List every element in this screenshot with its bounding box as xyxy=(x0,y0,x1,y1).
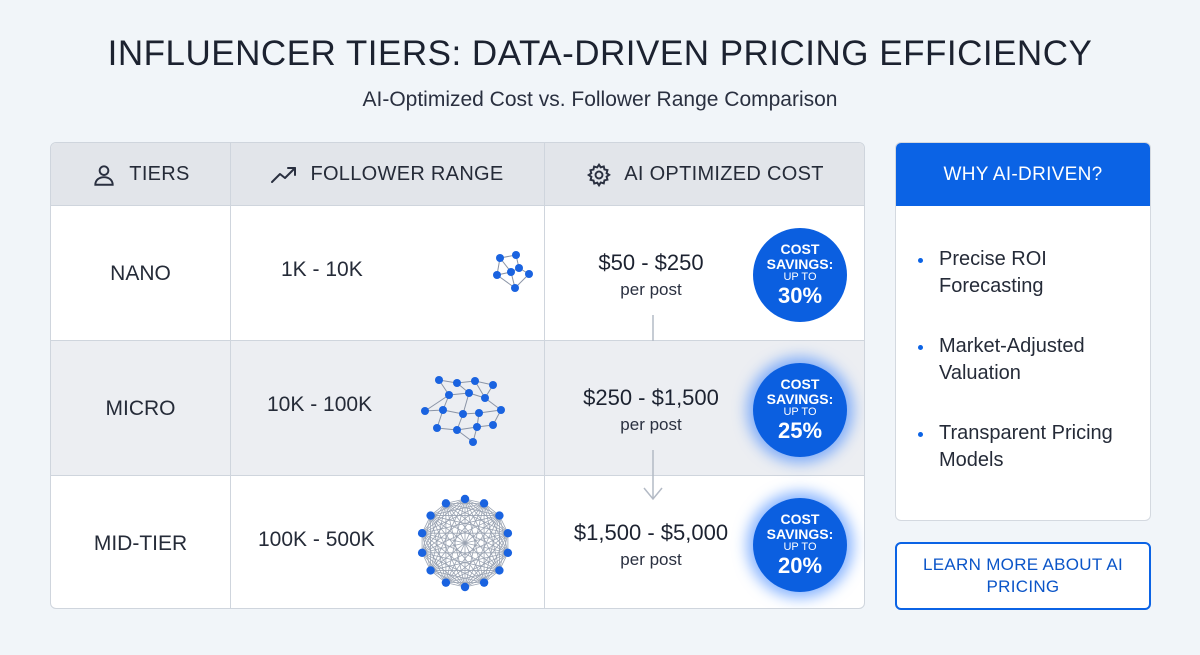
badge-line3: UP TO xyxy=(783,405,817,418)
cost-amount: $50 - $250 xyxy=(598,250,704,275)
badge-line1: COST xyxy=(780,511,820,528)
gear-icon xyxy=(587,162,612,187)
badge-percent: 20% xyxy=(777,553,823,579)
network-node xyxy=(441,499,451,508)
list-item: Precise ROI Forecasting xyxy=(918,246,1150,300)
cost-cell: $250 - $1,500 per post xyxy=(571,385,731,435)
network-node xyxy=(503,529,513,538)
savings-badge: COST SAVINGS: UP TO 25% xyxy=(753,363,847,457)
network-node xyxy=(479,578,489,587)
follower-range: 100K - 500K xyxy=(258,528,375,551)
table-row: NANO 1K - 10K $50 - $250 per post COST S… xyxy=(51,206,864,366)
badge-line3: UP TO xyxy=(783,540,817,553)
user-icon xyxy=(94,164,114,186)
badge-line2: SAVINGS: xyxy=(766,256,834,273)
network-node xyxy=(503,548,513,557)
network-node xyxy=(460,582,470,592)
bullet-icon xyxy=(918,345,923,350)
savings-badge: COST SAVINGS: UP TO 20% xyxy=(753,498,847,592)
why-ai-list: Precise ROI Forecasting Market-Adjusted … xyxy=(896,206,1150,474)
column-divider xyxy=(544,143,545,608)
learn-more-button[interactable]: LEARN MORE ABOUT AI PRICING xyxy=(895,542,1151,610)
header-ai-cost-label: AI OPTIMIZED COST xyxy=(624,163,824,185)
cost-unit: per post xyxy=(620,415,682,434)
network-node xyxy=(426,566,435,575)
trending-up-icon xyxy=(271,166,297,183)
network-node xyxy=(417,529,427,538)
why-ai-panel: WHY AI-DRIVEN? Precise ROI Forecasting M… xyxy=(895,142,1151,521)
tier-name: MICRO xyxy=(105,396,176,420)
bullet-icon xyxy=(918,432,923,437)
cost-unit: per post xyxy=(620,280,682,299)
network-node xyxy=(426,511,435,520)
header-follower-range: FOLLOWER RANGE xyxy=(230,143,544,206)
network-node xyxy=(460,494,470,504)
list-item-label: Precise ROI Forecasting xyxy=(939,248,1047,297)
cost-amount: $250 - $1,500 xyxy=(583,385,719,410)
header-ai-cost: AI OPTIMIZED COST xyxy=(544,143,864,206)
cost-cell: $1,500 - $5,000 per post xyxy=(571,520,731,570)
tier-name: NANO xyxy=(110,261,171,285)
cost-cell: $50 - $250 per post xyxy=(571,250,731,300)
mid-tier-network-icon xyxy=(417,494,513,592)
badge-line1: COST xyxy=(780,376,820,393)
badge-line1: COST xyxy=(780,241,820,258)
network-node xyxy=(495,511,504,520)
list-item-label: Transparent Pricing Models xyxy=(939,422,1113,471)
network-node xyxy=(495,566,504,575)
header-follower-range-label: FOLLOWER RANGE xyxy=(310,163,504,185)
tier-name: MID-TIER xyxy=(93,531,188,555)
why-ai-title: WHY AI-DRIVEN? xyxy=(896,143,1150,206)
list-item-label: Market-Adjusted Valuation xyxy=(939,335,1085,384)
header-tiers: TIERS xyxy=(51,143,230,206)
follower-range: 1K - 10K xyxy=(281,258,363,281)
badge-line2: SAVINGS: xyxy=(766,526,834,543)
list-item: Market-Adjusted Valuation xyxy=(918,333,1150,387)
table-row: MID-TIER 100K - 500K $1,500 - $5,000 per… xyxy=(51,476,864,608)
network-node xyxy=(441,578,451,587)
list-item: Transparent Pricing Models xyxy=(918,420,1150,474)
table-row: MICRO 10K - 100K xyxy=(51,341,864,501)
table-header: TIERS FOLLOWER RANGE AI OPTIMIZED COST xyxy=(51,143,864,206)
micro-network-icon xyxy=(421,376,505,446)
badge-percent: 30% xyxy=(777,283,823,309)
page-title: INFLUENCER TIERS: DATA-DRIVEN PRICING EF… xyxy=(107,34,1093,73)
badge-percent: 25% xyxy=(777,418,823,444)
follower-range: 10K - 100K xyxy=(267,393,373,416)
savings-badge: COST SAVINGS: UP TO 30% xyxy=(753,228,847,322)
tier-table: TIERS FOLLOWER RANGE AI OPTIMIZED COST N… xyxy=(50,142,865,609)
badge-line3: UP TO xyxy=(783,270,817,283)
column-divider xyxy=(230,143,231,608)
header-tiers-label: TIERS xyxy=(129,163,190,185)
cost-amount: $1,500 - $5,000 xyxy=(573,520,729,545)
network-node xyxy=(417,548,427,557)
cost-unit: per post xyxy=(620,550,682,569)
down-arrow-icon xyxy=(643,450,663,501)
badge-line2: SAVINGS: xyxy=(766,391,834,408)
page-subtitle: AI-Optimized Cost vs. Follower Range Com… xyxy=(362,88,838,111)
network-node xyxy=(479,499,489,508)
nano-network-icon xyxy=(493,251,533,292)
bullet-icon xyxy=(918,258,923,263)
